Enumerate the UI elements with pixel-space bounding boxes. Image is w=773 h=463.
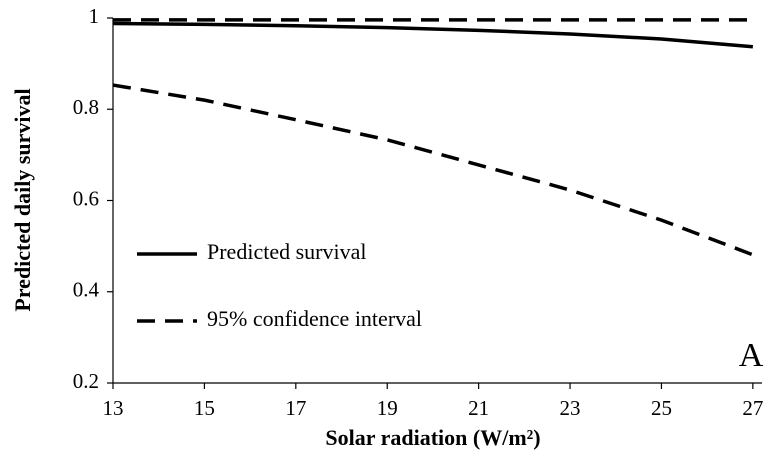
x-tick-label: 27 [742,396,763,420]
x-tick-label: 17 [285,396,306,420]
y-tick-label: 0.4 [73,278,100,302]
x-axis-title: Solar radiation (W/m²) [325,425,540,450]
x-tick-label: 15 [194,396,215,420]
legend-label: 95% confidence interval [207,306,422,331]
y-tick-label: 1 [89,4,100,28]
y-tick-label: 0.8 [73,95,99,119]
x-tick-label: 25 [651,396,672,420]
data-line [112,21,754,49]
x-tick-label: 19 [377,396,398,420]
x-tick-label: 21 [468,396,489,420]
y-axis-title: Predicted daily survival [10,88,35,311]
legend-label: Predicted survival [207,239,366,264]
y-tick-label: 0.6 [73,186,99,210]
x-tick-label: 13 [103,396,124,420]
x-tick-label: 23 [560,396,581,420]
panel-label: A [739,337,764,374]
y-tick-label: 0.2 [73,369,99,393]
data-line [112,83,754,257]
